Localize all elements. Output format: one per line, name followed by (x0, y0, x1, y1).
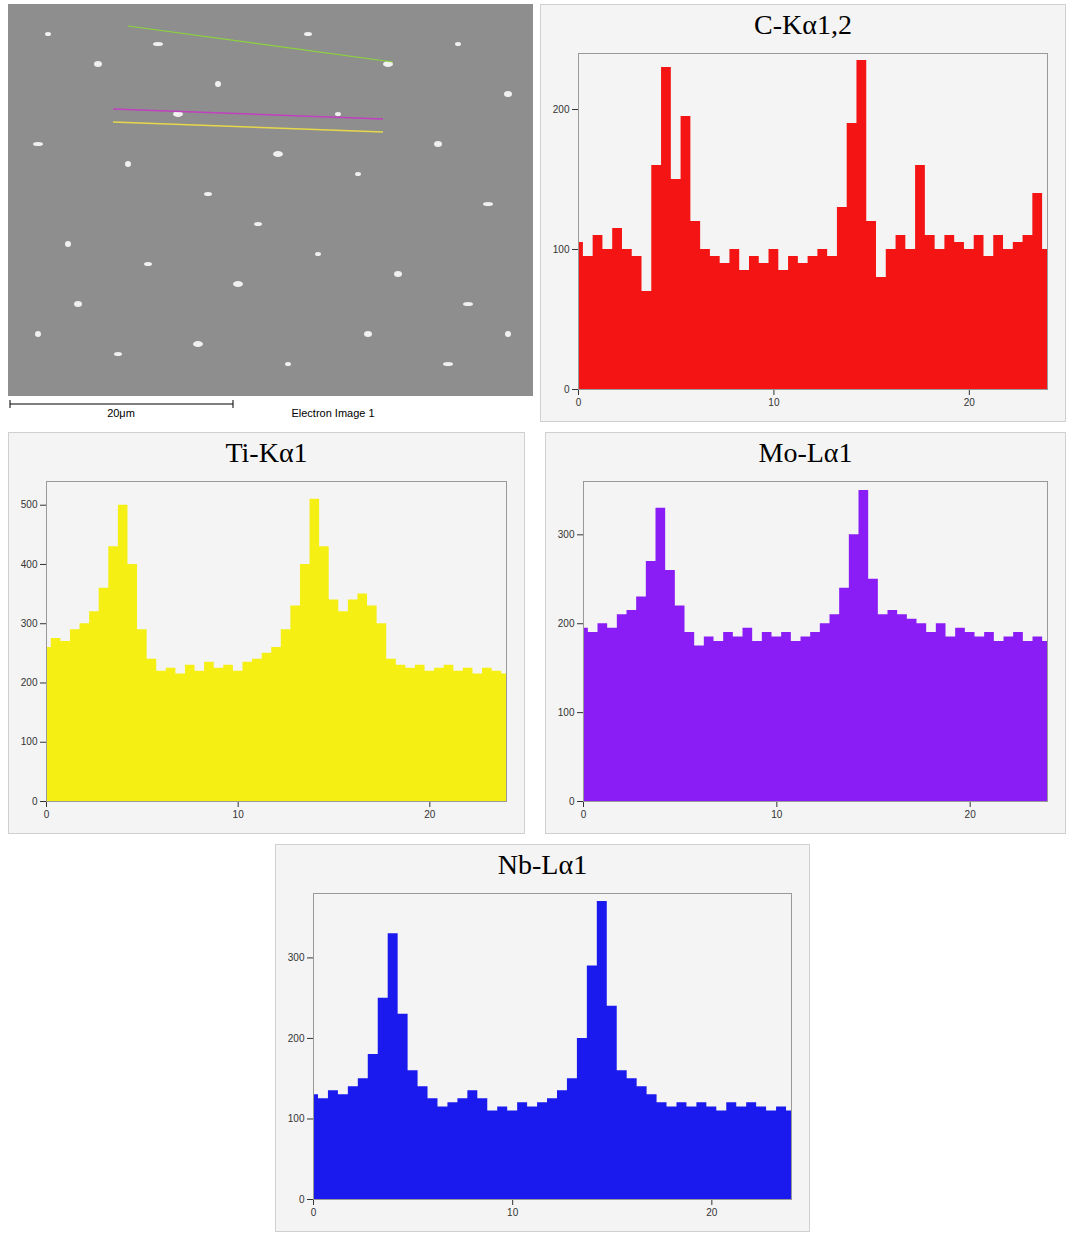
svg-text:100: 100 (21, 736, 38, 747)
html-text:C-Kα1,2: C-Kα1,2 (754, 9, 852, 40)
html-text:Nb-Lα1: Nb-Lα1 (497, 849, 588, 880)
svg-text:300: 300 (558, 529, 575, 540)
svg-text:20: 20 (965, 809, 977, 820)
svg-text:300: 300 (288, 952, 305, 963)
html-text:Mo-Lα1: Mo-Lα1 (758, 437, 853, 468)
svg-text:0: 0 (311, 1207, 317, 1218)
svg-text:20: 20 (706, 1207, 718, 1218)
svg-text:0: 0 (564, 384, 570, 395)
svg-text:200: 200 (558, 618, 575, 629)
svg-text:0: 0 (569, 796, 575, 807)
svg-text:10: 10 (507, 1207, 519, 1218)
svg-text:100: 100 (553, 244, 570, 255)
svg-text:200: 200 (288, 1033, 305, 1044)
svg-text:500: 500 (21, 499, 38, 510)
svg-text:20μm: 20μm (107, 407, 135, 419)
svg-text:0: 0 (576, 397, 582, 408)
svg-text:0: 0 (299, 1194, 305, 1205)
svg-text:0: 0 (581, 809, 587, 820)
svg-text:200: 200 (21, 677, 38, 688)
svg-text:10: 10 (768, 397, 780, 408)
svg-text:100: 100 (288, 1113, 305, 1124)
svg-text:400: 400 (21, 559, 38, 570)
svg-text:20: 20 (964, 397, 976, 408)
svg-text:0: 0 (32, 796, 38, 807)
svg-text:300: 300 (21, 618, 38, 629)
svg-text:10: 10 (233, 809, 245, 820)
html-text:Ti-Kα1: Ti-Kα1 (225, 437, 308, 468)
svg-text:0: 0 (44, 809, 50, 820)
svg-text:100: 100 (558, 707, 575, 718)
svg-text:Electron Image 1: Electron Image 1 (291, 407, 374, 419)
svg-text:10: 10 (771, 809, 783, 820)
svg-text:200: 200 (553, 104, 570, 115)
svg-text:20: 20 (424, 809, 436, 820)
